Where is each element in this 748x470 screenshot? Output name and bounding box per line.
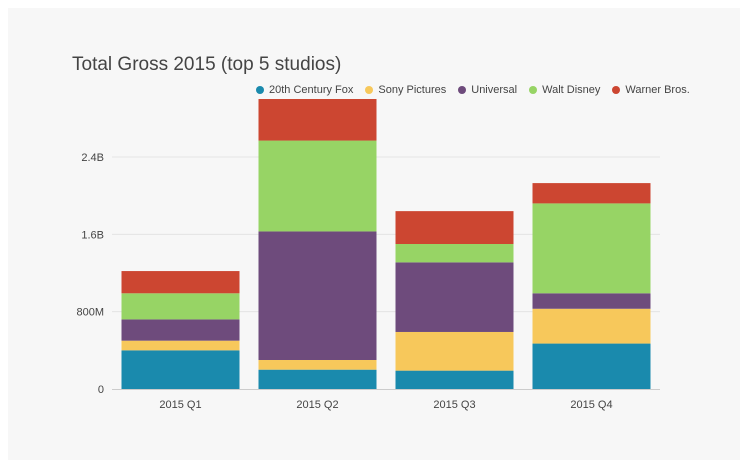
bar-warner-bros-4[interactable] — [532, 183, 651, 204]
bar-20th-century-fox-2[interactable] — [258, 369, 377, 389]
legend-label: Warner Bros. — [625, 84, 690, 96]
bar-walt-disney-1[interactable] — [121, 293, 240, 320]
chart-title: Total Gross 2015 (top 5 studios) — [72, 54, 342, 75]
y-tick-label: 0 — [98, 384, 104, 396]
legend-item[interactable]: Warner Bros. — [612, 84, 690, 96]
legend-swatch — [612, 86, 621, 94]
bar-walt-disney-4[interactable] — [532, 203, 651, 294]
x-tick-label: 2015 Q4 — [570, 399, 612, 411]
legend-item[interactable]: Sony Pictures — [365, 84, 446, 96]
bar-universal-3[interactable] — [395, 262, 514, 332]
bar-walt-disney-3[interactable] — [395, 244, 514, 263]
legend-label: Sony Pictures — [378, 84, 447, 96]
x-tick-label: 2015 Q1 — [159, 399, 201, 411]
y-tick-label: 2.4B — [81, 152, 104, 164]
bar-warner-bros-3[interactable] — [395, 211, 514, 244]
bar-universal-1[interactable] — [121, 319, 240, 341]
y-tick-label: 1.6B — [81, 229, 104, 241]
bar-20th-century-fox-4[interactable] — [532, 343, 651, 389]
legend-label: Walt Disney — [542, 84, 601, 96]
legend-item[interactable]: Universal — [458, 84, 517, 96]
bar-walt-disney-2[interactable] — [258, 140, 377, 232]
bar-warner-bros-2[interactable] — [258, 99, 377, 141]
legend-swatch — [256, 86, 264, 94]
bar-warner-bros-1[interactable] — [121, 271, 240, 294]
x-tick-label: 2015 Q2 — [296, 399, 338, 411]
legend-item[interactable]: Walt Disney — [529, 84, 600, 96]
bar-universal-4[interactable] — [532, 293, 651, 309]
legend-swatch — [365, 86, 374, 94]
legend-label: 20th Century Fox — [269, 84, 354, 96]
legend-swatch — [458, 86, 467, 94]
bar-sony-pictures-3[interactable] — [395, 331, 514, 371]
bar-20th-century-fox-3[interactable] — [395, 370, 514, 389]
legend-label: Universal — [471, 84, 518, 96]
legend-item[interactable]: 20th Century Fox — [256, 84, 353, 96]
bar-sony-pictures-1[interactable] — [121, 340, 240, 351]
chart-legend: 20th Century Fox Sony Pictures Universal Wa… — [256, 84, 690, 96]
y-tick-label: 800M — [76, 307, 104, 319]
legend-swatch — [529, 86, 538, 94]
bar-20th-century-fox-1[interactable] — [121, 350, 240, 389]
x-tick-label: 2015 Q3 — [433, 399, 475, 411]
bar-sony-pictures-2[interactable] — [258, 360, 377, 370]
bar-sony-pictures-4[interactable] — [532, 308, 651, 344]
bar-universal-2[interactable] — [258, 231, 377, 360]
